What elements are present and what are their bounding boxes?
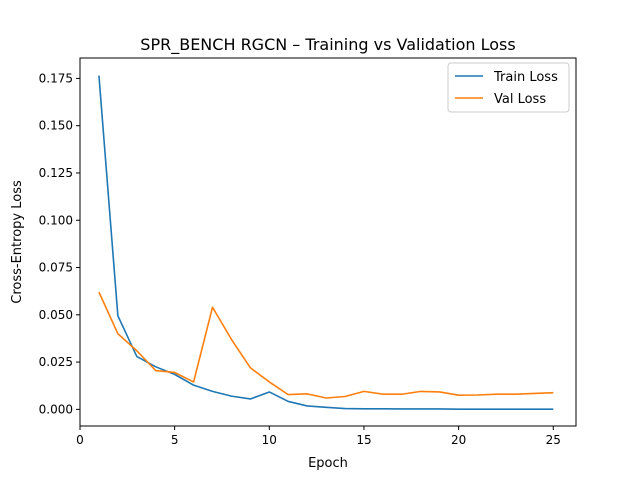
- y-tick-label: 0.025: [39, 355, 73, 369]
- x-tick-label: 15: [356, 433, 371, 447]
- val-loss-line: [98, 291, 554, 399]
- y-tick-label: 0.075: [39, 261, 73, 275]
- y-tick-label: 0.000: [39, 402, 73, 416]
- series-layer: [98, 75, 554, 410]
- legend: Train Loss Val Loss: [447, 62, 570, 113]
- y-tick-label: 0.100: [39, 213, 73, 227]
- x-tick-label: 20: [451, 433, 466, 447]
- y-tick-label: 0.150: [39, 119, 73, 133]
- plot-area: [80, 58, 576, 426]
- train-loss-legend-label: Train Loss: [493, 70, 558, 85]
- x-tick-label: 0: [76, 433, 84, 447]
- x-tick-label: 25: [546, 433, 561, 447]
- y-axis-label: Cross-Entropy Loss: [10, 180, 25, 304]
- y-tick-label: 0.125: [39, 166, 73, 180]
- train-loss-line: [98, 75, 554, 410]
- y-axis: 0.000 0.025 0.050 0.075 0.100 0.125 0.150 0.175: [39, 71, 80, 416]
- x-tick-label: 10: [262, 433, 277, 447]
- val-loss-legend-label: Val Loss: [494, 92, 546, 107]
- x-axis: 0 5 10 15 20 25: [76, 426, 561, 447]
- plot-frame: [79, 57, 577, 427]
- y-tick-label: 0.175: [39, 71, 73, 85]
- x-axis-label: Epoch: [308, 456, 348, 471]
- y-tick-label: 0.050: [39, 308, 73, 322]
- x-tick-label: 5: [171, 433, 179, 447]
- chart-title: SPR_BENCH RGCN – Training vs Validation …: [140, 35, 515, 55]
